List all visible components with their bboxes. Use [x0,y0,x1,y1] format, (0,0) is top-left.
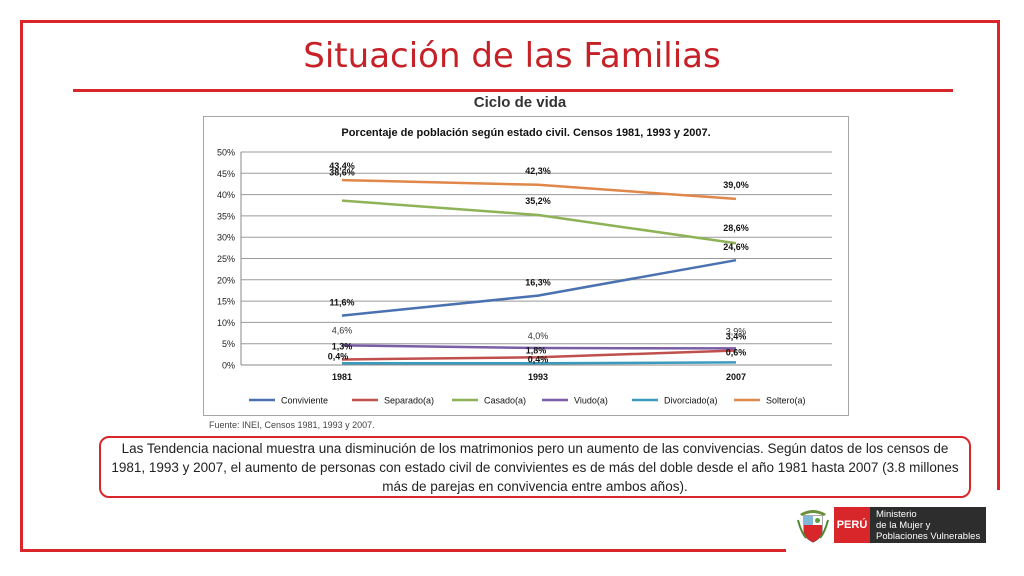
y-tick-label: 50% [217,148,235,158]
line-chart: Porcentaje de población según estado civ… [203,116,849,416]
data-label: 3,4% [726,332,747,342]
series-line-solteroa [341,178,737,201]
y-tick-label: 10% [217,318,235,328]
data-label: 4,0% [528,331,549,341]
summary-callout: Las Tendencia nacional muestra una dismi… [99,436,971,498]
x-tick-label: 2007 [726,372,746,382]
y-tick-label: 40% [217,190,235,200]
coat-of-arms-icon [796,506,830,544]
y-tick-label: 45% [217,169,235,179]
data-label: 4,6% [332,325,353,335]
data-label: 0,6% [726,347,747,357]
data-label: 3,9% [726,326,747,336]
country-badge: PERÚ [834,507,870,543]
y-tick-label: 5% [222,339,235,349]
data-label: 35,2% [525,196,551,206]
legend-label: Separado(a) [384,396,434,406]
slide-frame [20,20,1000,552]
summary-text: Las Tendencia nacional muestra una dismi… [111,440,959,494]
ministry-line: Ministerio [876,509,917,520]
ministry-line: de la Mujer y [876,520,931,531]
data-label: 1,8% [526,345,547,355]
y-tick-label: 15% [217,297,235,307]
series-line-conviviente [341,258,737,317]
y-tick-label: 35% [217,211,235,221]
data-label: 28,6% [723,223,749,233]
chart-svg: Porcentaje de población según estado civ… [217,127,832,406]
frame-gap [996,490,1006,556]
series-line-viudoa [341,344,737,350]
data-label: 38,6% [329,168,355,178]
legend-label: Viudo(a) [574,396,608,406]
legend-label: Casado(a) [484,396,526,406]
data-label: 11,6% [329,298,354,308]
data-label: 0,4% [528,354,549,364]
ministry-name: Ministerio de la Mujer y Poblaciones Vul… [870,507,986,543]
ministry-logo: PERÚ Ministerio de la Mujer y Poblacione… [796,506,986,544]
data-label: 24,6% [723,242,749,252]
source-note: Fuente: INEI, Censos 1981, 1993 y 2007. [209,420,375,430]
x-tick-label: 1993 [528,372,548,382]
legend-label: Soltero(a) [766,396,806,406]
series-line-casadoa [341,199,737,245]
y-tick-label: 0% [222,361,235,371]
title-divider [73,89,953,92]
chart-title: Porcentaje de población según estado civ… [341,127,710,139]
data-label: 39,0% [723,180,749,190]
data-label: 42,3% [525,166,551,176]
legend-label: Conviviente [281,396,328,406]
data-label: 0,4% [328,351,349,361]
ministry-line: Poblaciones Vulnerables [876,531,981,542]
y-tick-label: 25% [217,254,235,264]
slide-title: Situación de las Familias [303,36,721,76]
data-label: 1,3% [332,341,353,351]
data-label: 43,4% [329,161,355,171]
slide-subtitle: Ciclo de vida [473,94,567,111]
legend-label: Divorciado(a) [664,396,718,406]
y-tick-label: 20% [217,275,235,285]
series-line-separadoa [341,349,737,361]
x-tick-label: 1981 [332,372,352,382]
series-line-divorciadoa [342,361,737,365]
y-tick-label: 30% [217,233,235,243]
frame-gap [786,546,1006,556]
data-label: 16,3% [525,278,551,288]
